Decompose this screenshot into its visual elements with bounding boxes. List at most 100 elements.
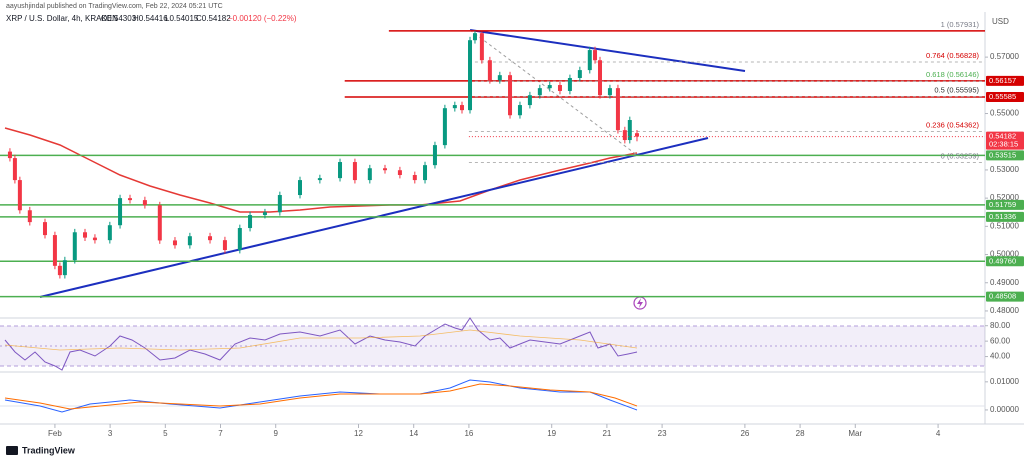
macd-signal (4, 383, 638, 410)
candle-body (62, 260, 67, 276)
candle-body (517, 105, 522, 116)
candle-body (537, 88, 542, 96)
x-tick-label: 16 (464, 429, 473, 438)
candle-body (222, 240, 227, 251)
candle-body (615, 88, 620, 131)
price-badge-label: 0.51336 (989, 212, 1016, 221)
price-badge (986, 92, 1024, 103)
candle-body (634, 133, 639, 137)
candle-body (83, 232, 88, 238)
brand[interactable]: TradingView (22, 445, 76, 455)
y-tick-label: 0.49000 (990, 278, 1019, 287)
price-badge (986, 256, 1024, 267)
candle-body (527, 95, 532, 106)
macd-line (4, 379, 638, 413)
y-tick-label: 0.50000 (990, 250, 1019, 259)
y-tick-label: 0.52000 (990, 193, 1019, 202)
price-badge (986, 199, 1024, 210)
price-badge-label: 0.56157 (989, 76, 1016, 85)
fib-label: 1 (0.57931) (941, 20, 980, 29)
y-tick-label: 0.48000 (990, 306, 1019, 315)
x-tick-label: 28 (796, 429, 805, 438)
candle-body (72, 232, 77, 261)
x-tick-label: 5 (163, 429, 168, 438)
candle-body (468, 40, 473, 111)
candle-body (367, 168, 372, 181)
candle-body (460, 105, 465, 111)
candle-body (42, 222, 47, 236)
indicator-tick-label: 60.00 (990, 336, 1011, 345)
countdown-label: 02:38:15 (989, 140, 1018, 149)
candle-body (52, 235, 57, 266)
ohlc-high: H0.54416 (133, 14, 168, 23)
price-badge (986, 211, 1024, 222)
candle-body (57, 265, 62, 276)
price-badge (986, 75, 1024, 86)
candle-body (627, 120, 632, 141)
candle-body (12, 158, 17, 181)
trend-line (469, 29, 746, 72)
candle-body (317, 178, 322, 181)
rsi-ma (4, 329, 638, 351)
candle-body (497, 75, 502, 81)
x-tick-label: Feb (48, 429, 62, 438)
candle-body (92, 237, 97, 241)
price-badge (986, 150, 1024, 161)
candle-body (237, 228, 242, 251)
indicator-tick-label: 0.00000 (990, 405, 1019, 414)
price-badge-label: 0.54182 (989, 132, 1016, 141)
candle-body (423, 165, 428, 181)
fib-trend (469, 29, 638, 156)
y-unit: USD (992, 17, 1009, 26)
candle-body (397, 170, 402, 176)
x-tick-label: 7 (218, 429, 223, 438)
event-icon-bolt (637, 298, 643, 308)
candle-body (412, 175, 417, 181)
candle-body (352, 162, 357, 181)
candle-body (383, 168, 388, 171)
candle-body (479, 33, 484, 61)
candle-body (607, 88, 612, 96)
fib-label: 0.236 (0.54362) (926, 121, 979, 130)
x-tick-label: 26 (740, 429, 749, 438)
candle-body (157, 205, 162, 241)
price-badge (986, 131, 1024, 150)
y-tick-label: 0.51000 (990, 221, 1019, 230)
price-badge-label: 0.48508 (989, 292, 1016, 301)
fib-label: 0 (0.53259) (941, 152, 980, 161)
fib-label: 0.618 (0.56146) (926, 70, 979, 79)
y-tick-label: 0.53000 (990, 165, 1019, 174)
fib-label: 0.764 (0.56828) (926, 51, 979, 60)
moving-average (4, 127, 638, 213)
price-badge-label: 0.49760 (989, 256, 1016, 265)
candle-body (452, 105, 457, 109)
y-tick-label: 0.55000 (990, 109, 1019, 118)
candle-body (208, 236, 213, 241)
candle-body (297, 180, 302, 196)
x-tick-label: 21 (602, 429, 611, 438)
price-badge-label: 0.55585 (989, 92, 1016, 101)
candle-body (593, 50, 598, 61)
x-tick-label: Mar (848, 429, 862, 438)
candle-body (17, 180, 22, 211)
x-tick-label: 23 (658, 429, 667, 438)
published-note: aayushjindal published on TradingView.co… (6, 3, 223, 10)
x-tick-label: 12 (354, 429, 363, 438)
candle-body (432, 145, 437, 166)
indicator-tick-label: 80.00 (990, 321, 1011, 330)
candle-body (248, 215, 253, 229)
axis-group: 0.57000 0.55000 0.53000 0.52000 0.51000 0.500… (48, 52, 1019, 438)
candle-body (107, 225, 112, 241)
price-badge-label: 0.51759 (989, 200, 1016, 209)
candle-body (597, 60, 602, 96)
x-tick-label: 9 (273, 429, 278, 438)
candle-body (118, 198, 123, 226)
rsi-band (0, 326, 985, 366)
candle-body (472, 33, 477, 41)
candle-body (508, 75, 513, 116)
candle-body (547, 85, 552, 89)
candle-body (567, 77, 572, 91)
price-badge (986, 291, 1024, 302)
